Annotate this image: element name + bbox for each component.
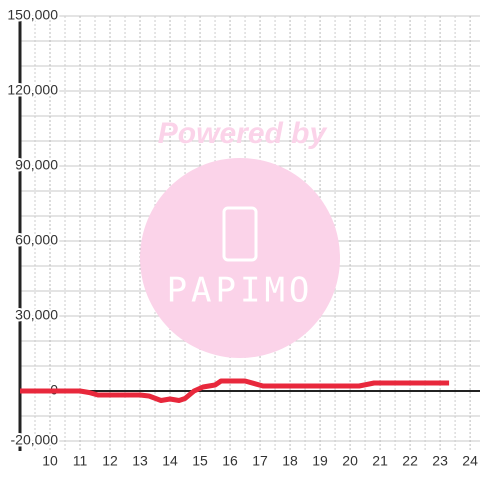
x-tick-label: 20 <box>342 453 358 469</box>
y-tick-label: 60,000 <box>15 232 58 248</box>
x-tick-label: 16 <box>222 453 238 469</box>
line-series <box>20 378 450 403</box>
x-tick-label: 12 <box>102 453 118 469</box>
watermark-title: Powered by <box>158 117 328 150</box>
watermark-circle <box>140 158 340 358</box>
y-tick-label: 120,000 <box>7 82 58 98</box>
x-tick-label: 17 <box>252 453 268 469</box>
x-tick-label: 14 <box>162 453 178 469</box>
y-tick-label: 150,000 <box>7 7 58 23</box>
x-tick-label: 21 <box>372 453 388 469</box>
watermark-phone <box>222 206 258 262</box>
x-tick-label: 22 <box>402 453 418 469</box>
x-tick-label: 11 <box>73 453 88 469</box>
y-tick-label: 90,000 <box>15 157 58 173</box>
x-tick-label: 23 <box>432 453 448 469</box>
x-tick-label: 18 <box>282 453 298 469</box>
x-tick-label: 13 <box>132 453 148 469</box>
x-tick-label: 24 <box>462 453 478 469</box>
y-tick-label: 30,000 <box>15 307 58 323</box>
watermark-brand: PAPIMO <box>167 271 314 311</box>
x-tick-label: 15 <box>192 453 208 469</box>
x-tick-label: 19 <box>312 453 328 469</box>
x-tick-label: 10 <box>42 453 58 469</box>
y-tick-label: -20,000 <box>11 432 59 448</box>
watermark: Powered by PAPIMO <box>140 117 340 358</box>
